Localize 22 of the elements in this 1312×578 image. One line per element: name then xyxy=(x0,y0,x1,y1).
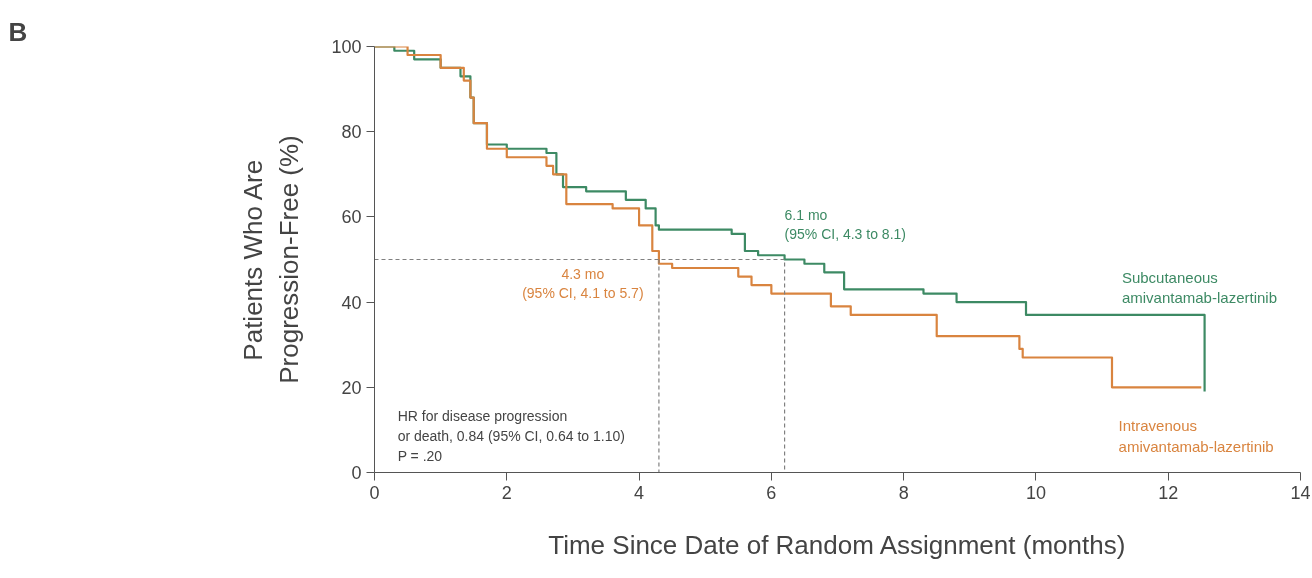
x-tick-label: 2 xyxy=(501,482,512,503)
y-tick-label: 40 xyxy=(341,292,362,313)
x-tick-label: 10 xyxy=(1025,482,1046,503)
annotation: 6.1 mo (95% CI, 4.3 to 8.1) xyxy=(784,207,906,243)
text: B xyxy=(8,16,28,47)
y-tick-label: 60 xyxy=(341,207,362,228)
y-axis-title: Patients Who Are Progression-Free (%) xyxy=(238,135,305,384)
y-tick-label: 0 xyxy=(351,463,362,483)
y-tick-label: 80 xyxy=(341,122,362,143)
series-label: Subcutaneous amivantamab-lazertinib xyxy=(1121,268,1277,307)
y-tick-label: 100 xyxy=(331,37,362,57)
x-tick-label: 6 xyxy=(766,482,777,503)
x-tick-label: 14 xyxy=(1290,482,1311,503)
annotation: 4.3 mo (95% CI, 4.1 to 5.7) xyxy=(522,265,644,302)
x-tick-label: 4 xyxy=(634,482,645,503)
annotation: HR for disease progression or death, 0.84 (95% CI, 0.64 to 1.10) P = .20 xyxy=(397,407,625,464)
x-tick-label: 8 xyxy=(898,482,909,503)
x-tick-label: 12 xyxy=(1158,482,1179,503)
x-tick-label: 0 xyxy=(369,482,380,503)
x-axis-title: Time Since Date of Random Assignment (months) xyxy=(548,529,1126,560)
series-label: Intravenous amivantamab-lazertinib xyxy=(1118,417,1274,455)
y-tick-label: 20 xyxy=(341,377,362,398)
